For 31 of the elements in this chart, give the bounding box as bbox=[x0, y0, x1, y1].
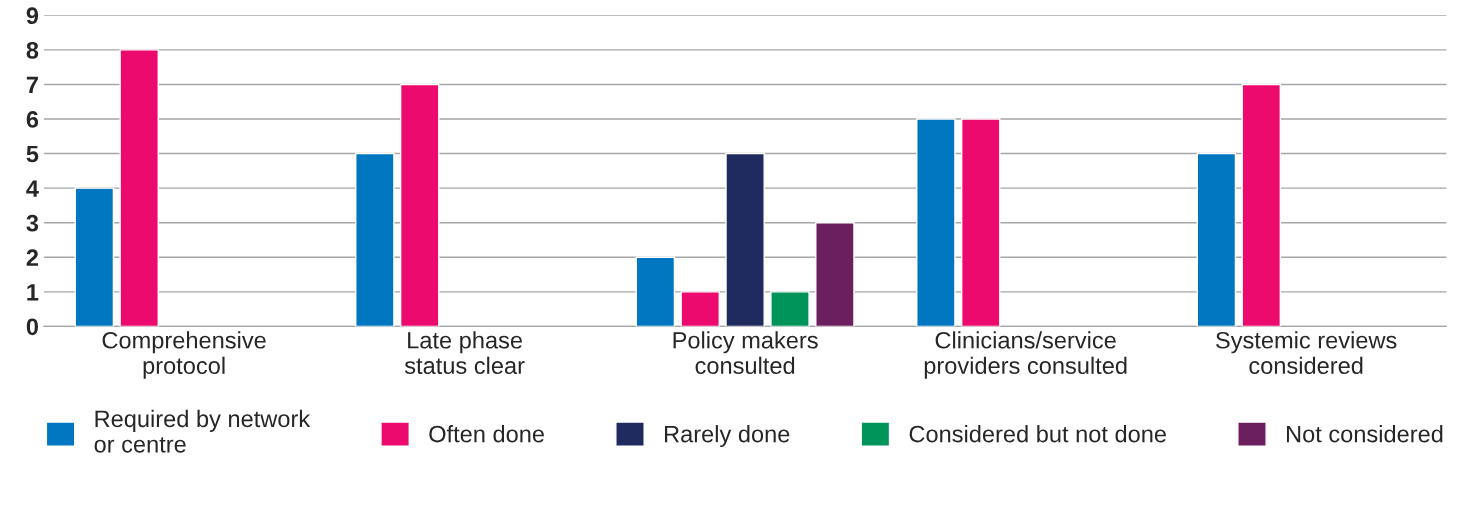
bar bbox=[74, 187, 115, 327]
bar bbox=[770, 291, 810, 327]
x-tick-label: Systemic reviews considered bbox=[1216, 331, 1397, 375]
legend-label: Often done bbox=[429, 425, 544, 443]
y-tick-label: 3 bbox=[26, 214, 39, 232]
y-tick-label: 9 bbox=[26, 7, 39, 25]
bar bbox=[635, 256, 676, 327]
bar bbox=[399, 83, 440, 327]
y-tick-label: 2 bbox=[26, 249, 39, 266]
x-tick-label: Late phase status clear bbox=[404, 331, 525, 375]
bar bbox=[916, 118, 956, 327]
bar bbox=[815, 222, 855, 327]
x-tick-label: Policy makers consulted bbox=[673, 331, 818, 375]
x-tick-label: Comprehensive protocol bbox=[102, 331, 266, 379]
legend-label: Considered but not done bbox=[909, 425, 1166, 443]
bar bbox=[355, 152, 395, 327]
y-tick-label: 6 bbox=[26, 111, 39, 128]
y-tick-label: 1 bbox=[27, 284, 39, 301]
legend-label: Not considered bbox=[1286, 425, 1443, 443]
bar bbox=[680, 291, 720, 327]
y-tick-label: 0 bbox=[26, 318, 38, 336]
bar bbox=[725, 152, 765, 327]
bar bbox=[119, 49, 159, 327]
y-tick-label: 4 bbox=[26, 180, 39, 197]
legend-label: Rarely done bbox=[664, 425, 790, 448]
legend-label: Required by network or centre bbox=[94, 409, 311, 453]
x-tick-label: Clinicians/service providers consulted bbox=[924, 331, 1127, 379]
bar bbox=[960, 118, 1001, 327]
y-tick-label: 8 bbox=[26, 41, 39, 59]
y-tick-label: 5 bbox=[26, 145, 39, 163]
y-tick-label: 7 bbox=[26, 76, 38, 93]
